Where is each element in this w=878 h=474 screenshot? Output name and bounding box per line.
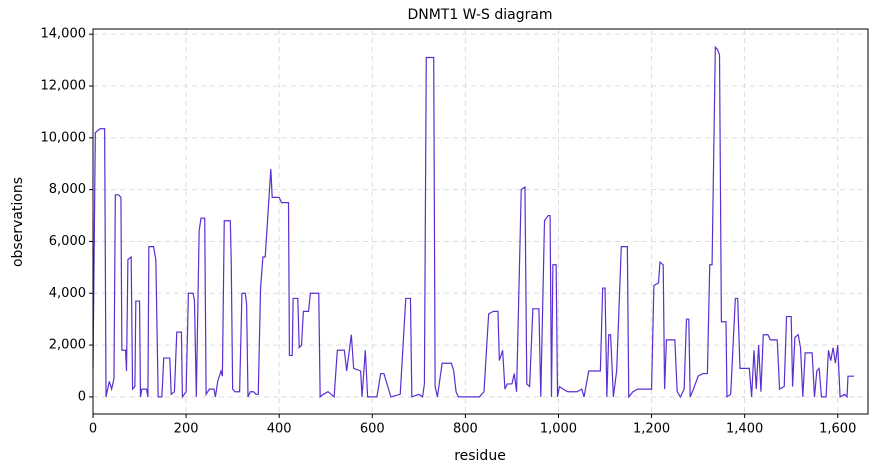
y-tick-label: 14,000 <box>41 27 87 42</box>
y-tick-label: 4,000 <box>49 286 86 301</box>
y-axis-label: observations <box>10 177 26 267</box>
y-tick-label: 6,000 <box>49 234 86 249</box>
x-tick-label: 200 <box>174 422 199 437</box>
x-tick-label: 400 <box>267 422 292 437</box>
plot-frame <box>92 28 869 415</box>
x-tick-label: 1,000 <box>540 422 577 437</box>
y-tick-label: 0 <box>78 389 86 404</box>
data-line <box>92 45 855 399</box>
x-axis-label: residue <box>454 448 506 464</box>
x-tick-label: 1,600 <box>819 422 856 437</box>
y-tick-label: 2,000 <box>49 338 86 353</box>
x-tick-label: 600 <box>360 422 385 437</box>
x-tick-label: 1,400 <box>726 422 763 437</box>
chart-title: DNMT1 W-S diagram <box>407 7 552 23</box>
y-tick-label: 8,000 <box>49 182 86 197</box>
y-tick-label: 12,000 <box>41 78 87 93</box>
x-tick-label: 800 <box>453 422 478 437</box>
x-tick-label: 0 <box>89 422 97 437</box>
x-tick-label: 1,200 <box>633 422 670 437</box>
y-tick-label: 10,000 <box>41 130 87 145</box>
